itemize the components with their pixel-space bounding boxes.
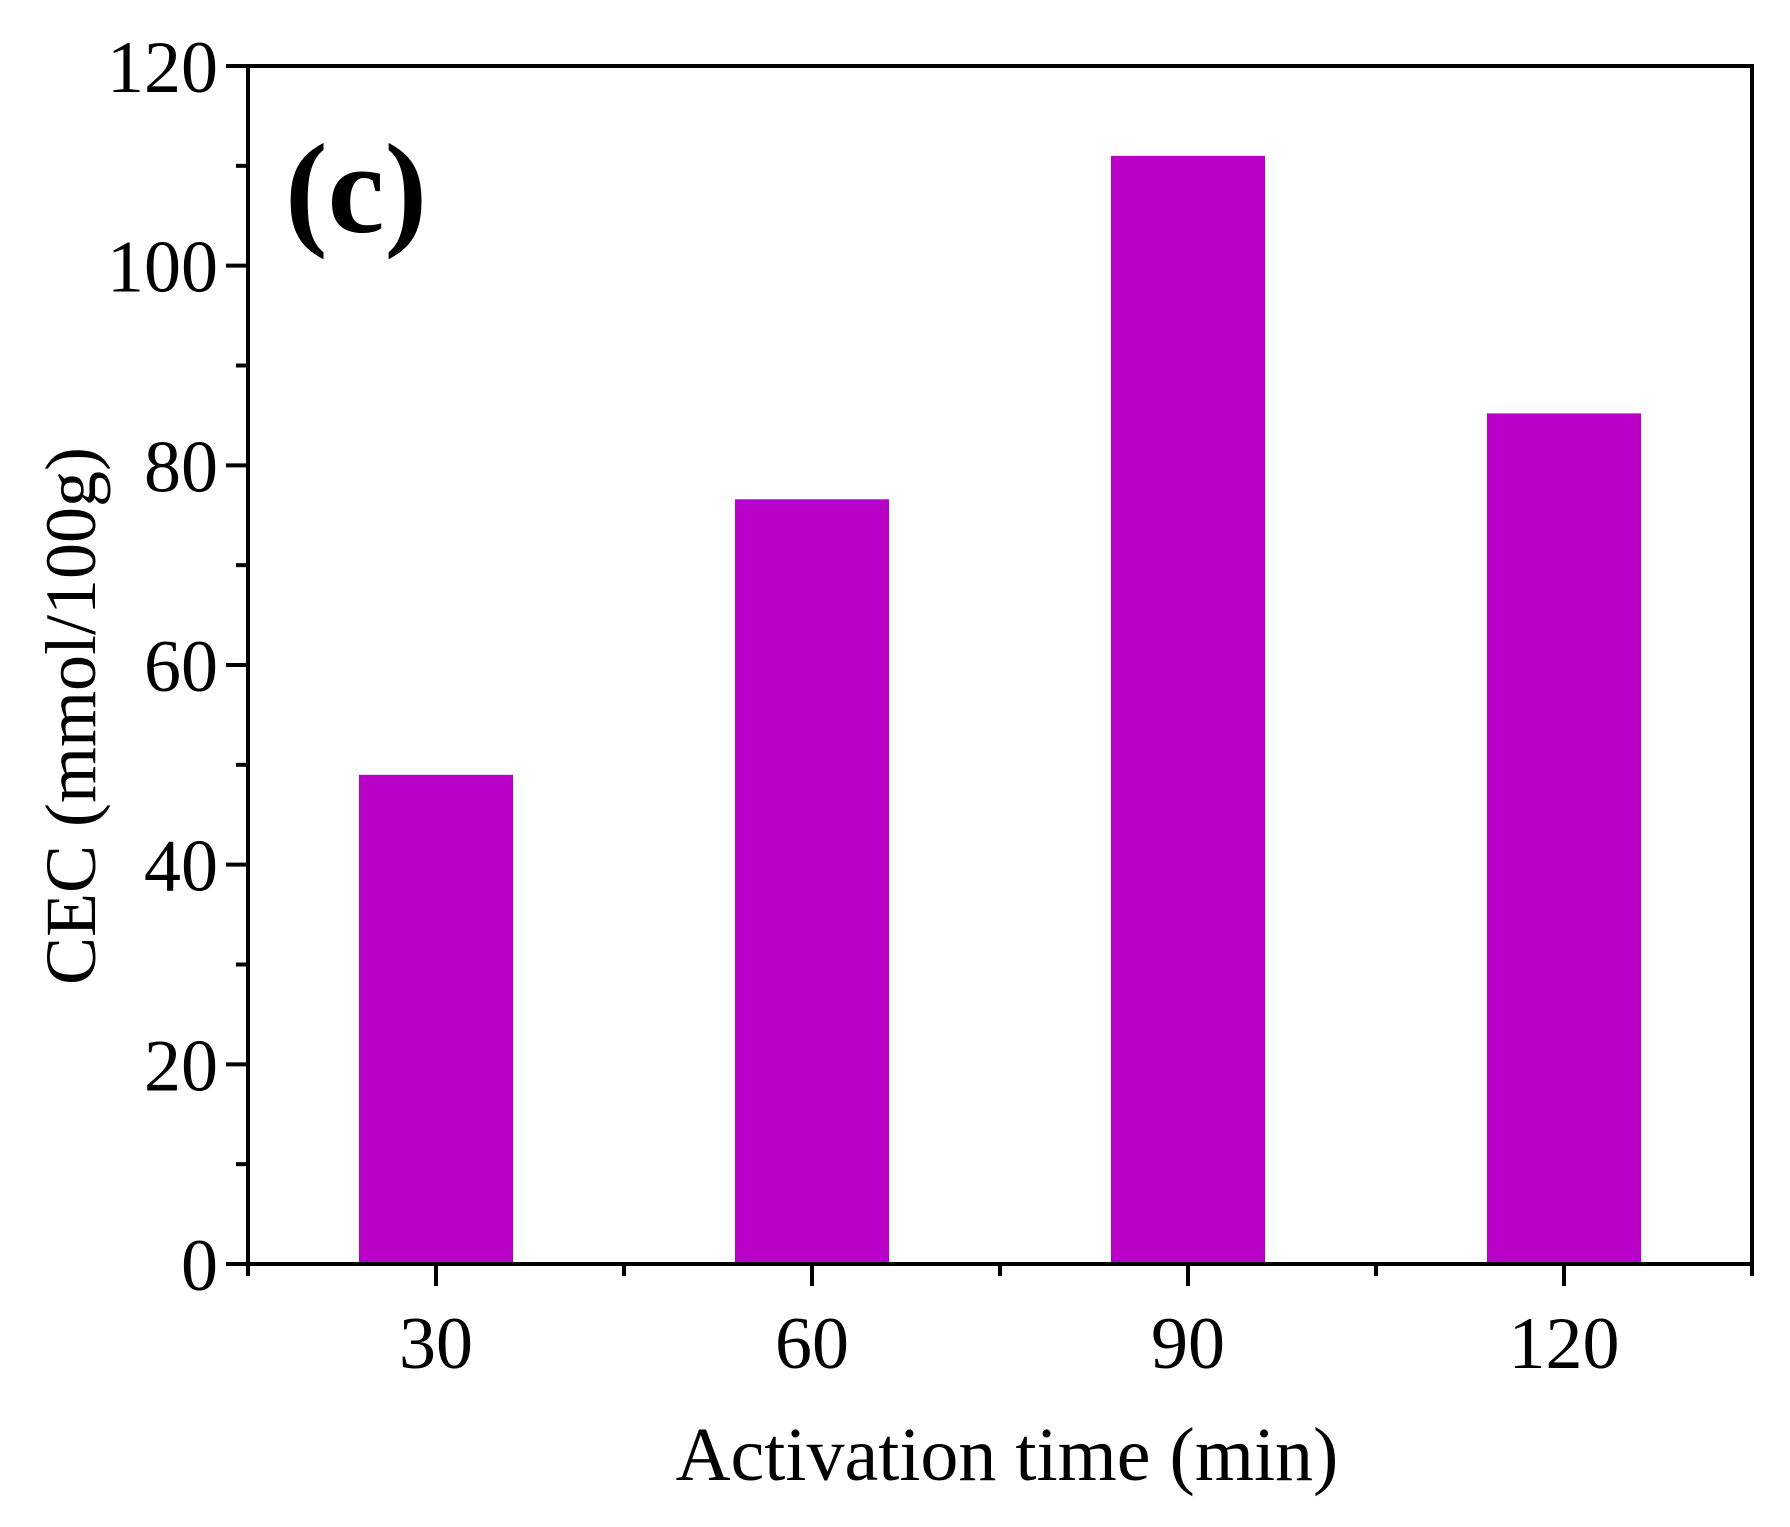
- y-tick-label: 0: [181, 1225, 218, 1307]
- panel-label: (c): [285, 118, 427, 260]
- bars-layer: [359, 155, 1641, 1265]
- bar-60: [735, 499, 889, 1264]
- x-axis-label: Activation time (min): [676, 1413, 1339, 1497]
- y-tick-label: 60: [144, 626, 218, 708]
- x-tick-label: 30: [399, 1303, 473, 1385]
- y-axis-ticks: 0 20 40 60 80 100 120: [107, 27, 248, 1307]
- bar-120: [1487, 413, 1641, 1264]
- y-tick-label: 100: [107, 227, 218, 309]
- bar-30: [359, 774, 513, 1264]
- bar-90: [1111, 155, 1265, 1265]
- y-tick-label: 120: [107, 27, 218, 109]
- x-tick-label: 60: [775, 1303, 849, 1385]
- y-axis-label: CEC (mmol/100g): [31, 447, 111, 985]
- y-tick-label: 40: [144, 826, 218, 908]
- x-tick-label: 120: [1509, 1303, 1620, 1385]
- y-tick-label: 80: [144, 426, 218, 508]
- y-tick-label: 20: [144, 1025, 218, 1107]
- x-tick-label: 90: [1151, 1303, 1225, 1385]
- x-axis-ticks: 30 60 90 120: [246, 1264, 1754, 1385]
